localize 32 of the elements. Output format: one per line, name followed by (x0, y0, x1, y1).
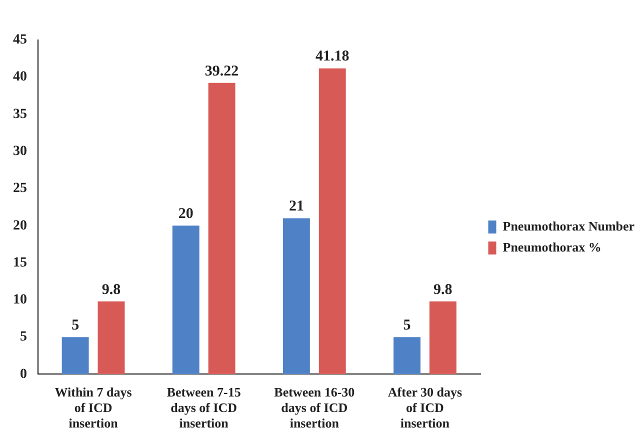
bar (172, 226, 200, 374)
data-label: 9.8 (102, 282, 121, 298)
data-label: 21 (288, 198, 304, 215)
y-tick-label: 25 (13, 181, 27, 196)
bar (208, 82, 236, 374)
y-tick-label: 35 (13, 106, 27, 122)
x-tick-label: Between 7-15 days of ICD insertion (166, 384, 242, 431)
bar (394, 337, 420, 374)
data-label: 5 (72, 317, 80, 334)
y-tick-label: 5 (20, 330, 27, 345)
bar (318, 68, 346, 374)
data-label: 9.8 (434, 282, 452, 298)
bar (98, 301, 125, 374)
y-tick-label: 15 (13, 255, 27, 270)
y-tick-label: 45 (13, 32, 27, 48)
legend-label: Pneumothorax % (502, 239, 602, 254)
y-tick-label: 0 (20, 366, 27, 382)
y-tick-label: 10 (13, 292, 27, 308)
bar (62, 337, 89, 374)
x-tick-label: Between 16-30 days of ICD insertion (274, 384, 355, 431)
y-tick-label: 20 (13, 218, 27, 234)
data-label: 39.22 (204, 63, 239, 80)
data-label: 5 (403, 317, 411, 334)
data-label: 20 (178, 206, 194, 222)
x-tick-label: Within 7 days of ICD insertion (54, 384, 132, 431)
x-tick-label: After 30 days of ICD insertion (388, 384, 462, 431)
y-tick-label: 40 (13, 70, 27, 85)
data-label: 41.18 (316, 48, 350, 65)
bar (282, 218, 310, 374)
bar (429, 301, 456, 374)
y-tick-label: 30 (13, 144, 27, 160)
legend-label: Pneumothorax Number (502, 218, 635, 234)
